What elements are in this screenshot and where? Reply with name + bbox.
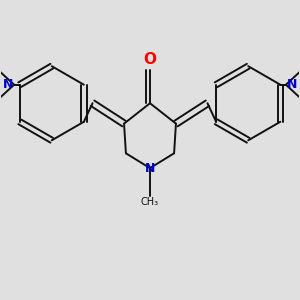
- Text: N: N: [3, 78, 13, 91]
- Text: CH₃: CH₃: [141, 197, 159, 207]
- Text: N: N: [145, 162, 155, 175]
- Text: N: N: [287, 78, 297, 91]
- Text: O: O: [143, 52, 157, 68]
